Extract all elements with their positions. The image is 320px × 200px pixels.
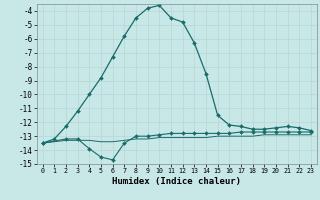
X-axis label: Humidex (Indice chaleur): Humidex (Indice chaleur) bbox=[112, 177, 241, 186]
